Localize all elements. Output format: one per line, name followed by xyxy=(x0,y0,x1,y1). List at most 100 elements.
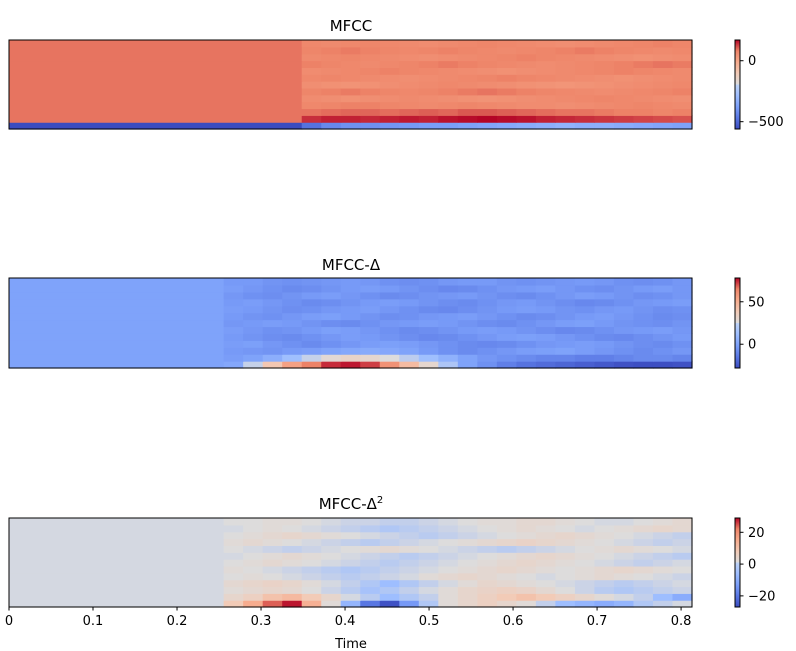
mfcc-delta2-cell xyxy=(243,545,264,553)
mfcc-delta-cell xyxy=(516,361,537,369)
mfcc-cell xyxy=(457,40,478,48)
mfcc-delta-cell xyxy=(613,312,635,321)
mfcc-delta2-cell xyxy=(340,572,361,581)
mfcc-delta-cell xyxy=(262,319,283,328)
mfcc-cell xyxy=(418,46,439,55)
mfcc-delta-cell xyxy=(262,278,283,286)
mfcc-delta2-cell xyxy=(594,531,615,540)
mfcc-delta2-cell xyxy=(360,565,381,574)
mfcc-delta-cell xyxy=(672,278,693,286)
mfcc-delta-cell xyxy=(438,361,459,369)
mfcc-delta2-cell xyxy=(633,565,654,574)
mfcc-delta-cell xyxy=(262,354,283,362)
mfcc-colorbar-gradient xyxy=(735,40,740,129)
time-axis-tick-label: 0.1 xyxy=(83,614,104,629)
mfcc-cell xyxy=(594,94,615,103)
mfcc-delta2-cell xyxy=(555,545,576,553)
mfcc-cell xyxy=(574,60,596,68)
mfcc-delta2-cell xyxy=(399,586,420,594)
mfcc-cell xyxy=(438,81,459,89)
mfcc-delta2-cell xyxy=(223,538,244,546)
mfcc-delta2-cell xyxy=(633,552,654,560)
mfcc-delta2-cell xyxy=(613,538,635,546)
mfcc-delta2-cell xyxy=(652,572,674,581)
mfcc-delta2-cell xyxy=(555,565,576,574)
mfcc-delta2-cell xyxy=(301,593,322,601)
mfcc-delta2-cell xyxy=(613,593,635,601)
mfcc-delta-cell xyxy=(243,278,264,286)
mfcc-cell xyxy=(574,53,596,62)
mfcc-delta2-cell xyxy=(457,552,478,560)
mfcc-delta-cell xyxy=(594,284,615,293)
mfcc-delta-cell xyxy=(574,291,596,300)
mfcc-delta2-cell xyxy=(633,531,654,540)
mfcc-delta2-cell xyxy=(574,559,596,567)
mfcc-delta2-cell xyxy=(418,572,439,581)
mfcc-delta-cell xyxy=(633,340,654,348)
mfcc-delta2-cell xyxy=(594,579,615,588)
mfcc-cell xyxy=(457,60,478,68)
mfcc-delta-cell xyxy=(379,333,400,341)
mfcc-delta-cell xyxy=(496,298,517,307)
mfcc-delta-colorbar-gradient xyxy=(735,278,740,368)
time-axis-tick-label: 0.5 xyxy=(419,614,440,629)
mfcc-delta2-cell xyxy=(496,518,517,526)
mfcc-cell xyxy=(672,60,693,68)
mfcc-cell xyxy=(379,53,400,62)
mfcc-delta2-silence-cell xyxy=(9,593,225,601)
mfcc-delta2-cell xyxy=(360,524,381,533)
mfcc-delta-cell xyxy=(379,312,400,321)
mfcc-delta2-cell xyxy=(399,572,420,581)
mfcc-delta2-cell xyxy=(477,531,498,540)
mfcc-delta2-cell xyxy=(613,552,635,560)
mfcc-delta-cell xyxy=(496,319,517,328)
mfcc-delta-cell xyxy=(321,305,342,314)
mfcc-cell xyxy=(321,94,342,103)
mfcc-delta2-cell xyxy=(633,579,654,588)
mfcc-delta-cell xyxy=(594,361,615,369)
mfcc-delta2-cell xyxy=(418,538,439,546)
mfcc-delta-cell xyxy=(574,354,596,362)
mfcc-delta2-cell xyxy=(223,545,244,553)
mfcc-delta-cell xyxy=(555,312,576,321)
mfcc-cell xyxy=(438,101,459,110)
mfcc-cell xyxy=(457,81,478,89)
mfcc-delta2-cell xyxy=(516,545,537,553)
mfcc-cell xyxy=(555,67,576,75)
mfcc-delta2-cell xyxy=(457,518,478,526)
mfcc-delta2-cell xyxy=(262,586,283,594)
mfcc-delta2-cell xyxy=(516,565,537,574)
mfcc-cell xyxy=(535,67,556,75)
mfcc-delta-cell xyxy=(496,291,517,300)
mfcc-cell xyxy=(594,101,615,110)
mfcc-delta2-cell xyxy=(282,565,303,574)
time-axis-tick-label: 0.2 xyxy=(167,614,188,629)
mfcc-delta-cell xyxy=(652,312,674,321)
mfcc-cell xyxy=(496,60,517,68)
mfcc-delta2-cell xyxy=(613,565,635,574)
mfcc-cell xyxy=(633,94,654,103)
mfcc-delta2-cell xyxy=(457,538,478,546)
mfcc-delta-plot-frame xyxy=(8,277,693,369)
mfcc-delta-cell xyxy=(243,333,264,341)
mfcc-delta-cell xyxy=(477,340,498,348)
mfcc-delta2-cell xyxy=(633,538,654,546)
mfcc-delta2-cell xyxy=(496,552,517,560)
mfcc-delta-cell xyxy=(399,340,420,348)
mfcc-delta-cell xyxy=(555,326,576,334)
mfcc-delta-cell xyxy=(321,333,342,341)
mfcc-cell xyxy=(477,94,498,103)
mfcc-delta-cell xyxy=(477,361,498,369)
mfcc-delta-cell xyxy=(282,284,303,293)
mfcc-delta-cell xyxy=(321,278,342,286)
mfcc-delta-cell xyxy=(379,291,400,300)
mfcc-cell xyxy=(594,40,615,48)
mfcc-cell xyxy=(301,53,322,62)
mfcc-delta-cell xyxy=(418,361,439,369)
mfcc-delta2-cell xyxy=(555,593,576,601)
mfcc-delta-cell xyxy=(496,340,517,348)
mfcc-delta-cell xyxy=(516,298,537,307)
mfcc-delta2-silence-cell xyxy=(9,579,225,588)
mfcc-delta-cell xyxy=(574,340,596,348)
mfcc-delta-cell xyxy=(535,354,556,362)
